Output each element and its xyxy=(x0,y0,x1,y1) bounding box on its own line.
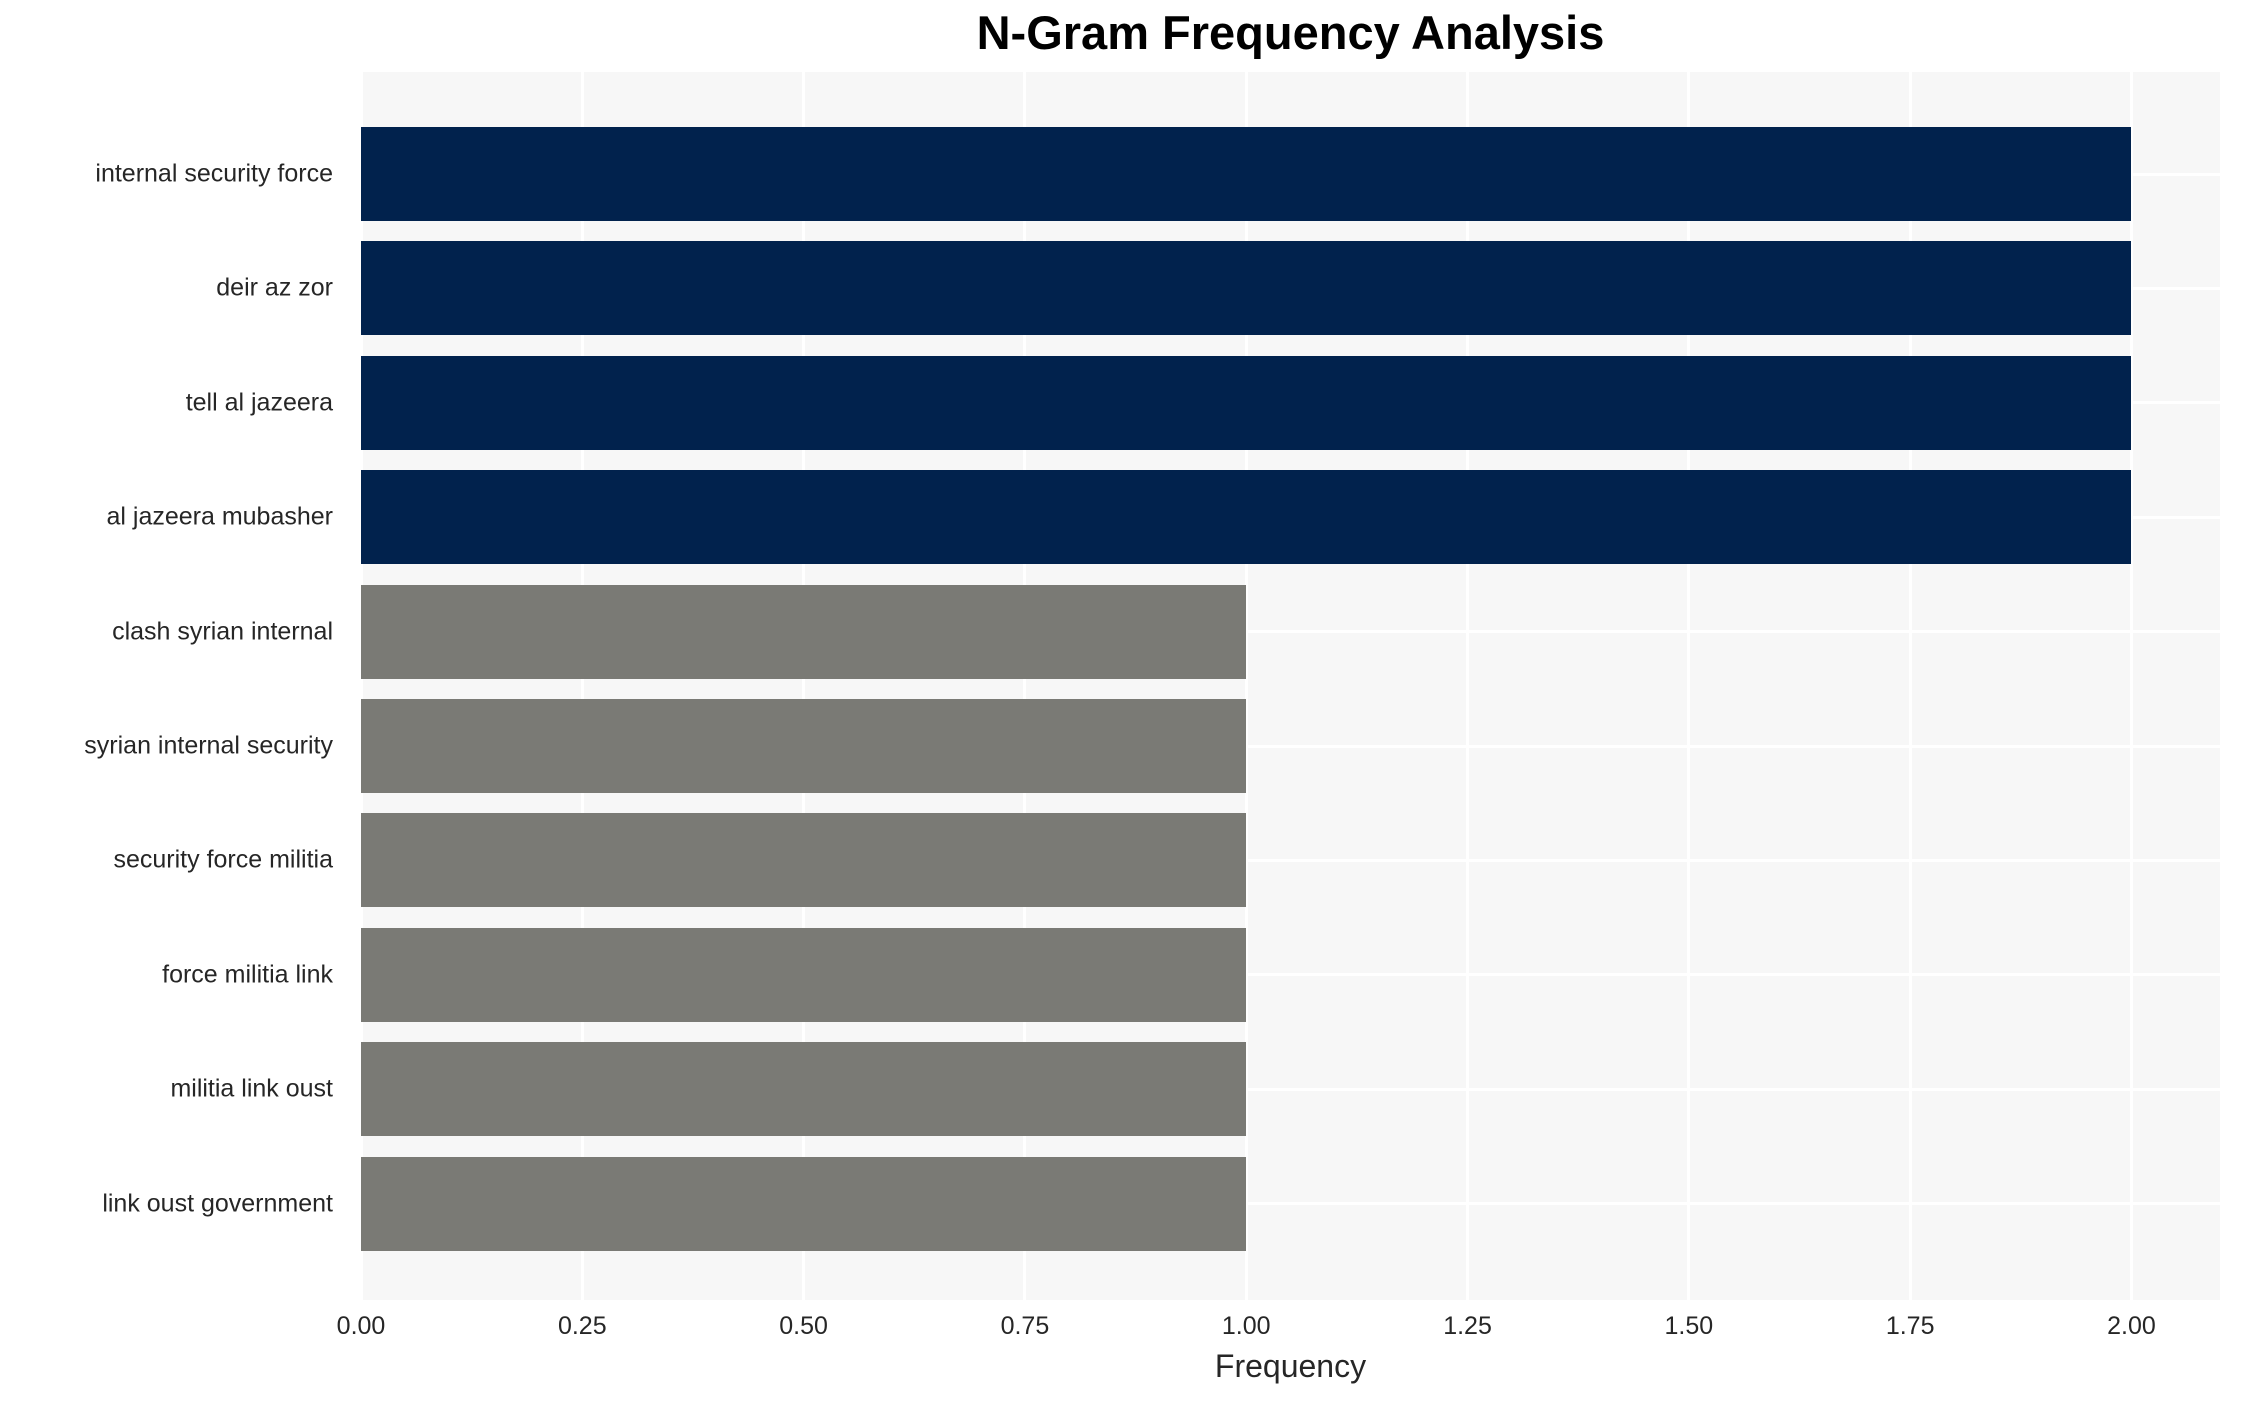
chart-title: N-Gram Frequency Analysis xyxy=(976,6,1605,59)
y-gridline xyxy=(361,744,2220,748)
y-gridline xyxy=(361,973,2220,977)
y-category-label: militia link oust xyxy=(170,1074,333,1103)
y-category-label: clash syrian internal xyxy=(112,617,333,646)
x-tick-label: 0.75 xyxy=(1000,1312,1050,1340)
x-gridline xyxy=(1244,72,1248,1300)
y-gridline xyxy=(361,1202,2220,1206)
bar xyxy=(361,470,2132,565)
x-tick-label: 0.50 xyxy=(779,1312,828,1340)
y-category-label: force militia link xyxy=(162,960,333,989)
bar xyxy=(361,927,1247,1022)
x-gridline xyxy=(580,72,584,1300)
y-category-label: tell al jazeera xyxy=(185,388,333,417)
x-gridline xyxy=(2129,72,2133,1300)
y-axis-labels: internal security force deir az zor tell a… xyxy=(0,72,347,1300)
y-gridline xyxy=(361,1087,2220,1091)
bar xyxy=(361,1042,1247,1137)
bar xyxy=(361,584,1247,679)
y-category-label: al jazeera mubasher xyxy=(106,502,333,531)
y-category-label: link oust government xyxy=(102,1189,333,1218)
bar xyxy=(361,127,2132,221)
x-gridline xyxy=(1023,72,1027,1300)
y-category-label: security force militia xyxy=(113,845,334,874)
x-tick-label: 0.25 xyxy=(557,1312,607,1340)
bar xyxy=(361,699,1247,793)
bar xyxy=(361,1156,1247,1251)
x-tick-label: 2.00 xyxy=(2107,1312,2156,1340)
y-category-label: deir az zor xyxy=(216,273,333,302)
x-tick-label: 0.00 xyxy=(336,1312,386,1340)
x-tick-label: 1.50 xyxy=(1664,1312,1714,1340)
x-gridline xyxy=(802,72,806,1300)
bar xyxy=(361,241,2132,336)
x-axis-title: Frequency xyxy=(1214,1348,1367,1384)
bar xyxy=(361,813,1247,908)
x-tick-label: 1.75 xyxy=(1885,1312,1935,1340)
y-gridline xyxy=(361,858,2220,862)
x-gridline xyxy=(361,72,363,1300)
y-category-label: internal security force xyxy=(95,159,333,188)
x-tick-label: 1.25 xyxy=(1443,1312,1492,1340)
x-tick-label: 1.00 xyxy=(1221,1312,1271,1340)
x-axis-tick-labels: 0.00 0.25 0.50 0.75 1.00 1.25 1.50 1.75 2.00 xyxy=(337,1300,2220,1344)
x-gridline xyxy=(1687,72,1691,1300)
plot-area xyxy=(361,72,2220,1300)
x-gridline xyxy=(1466,72,1470,1300)
y-gridline xyxy=(361,630,2220,634)
x-gridline xyxy=(1908,72,1912,1300)
bar xyxy=(361,355,2132,450)
y-category-label: syrian internal security xyxy=(84,731,333,760)
